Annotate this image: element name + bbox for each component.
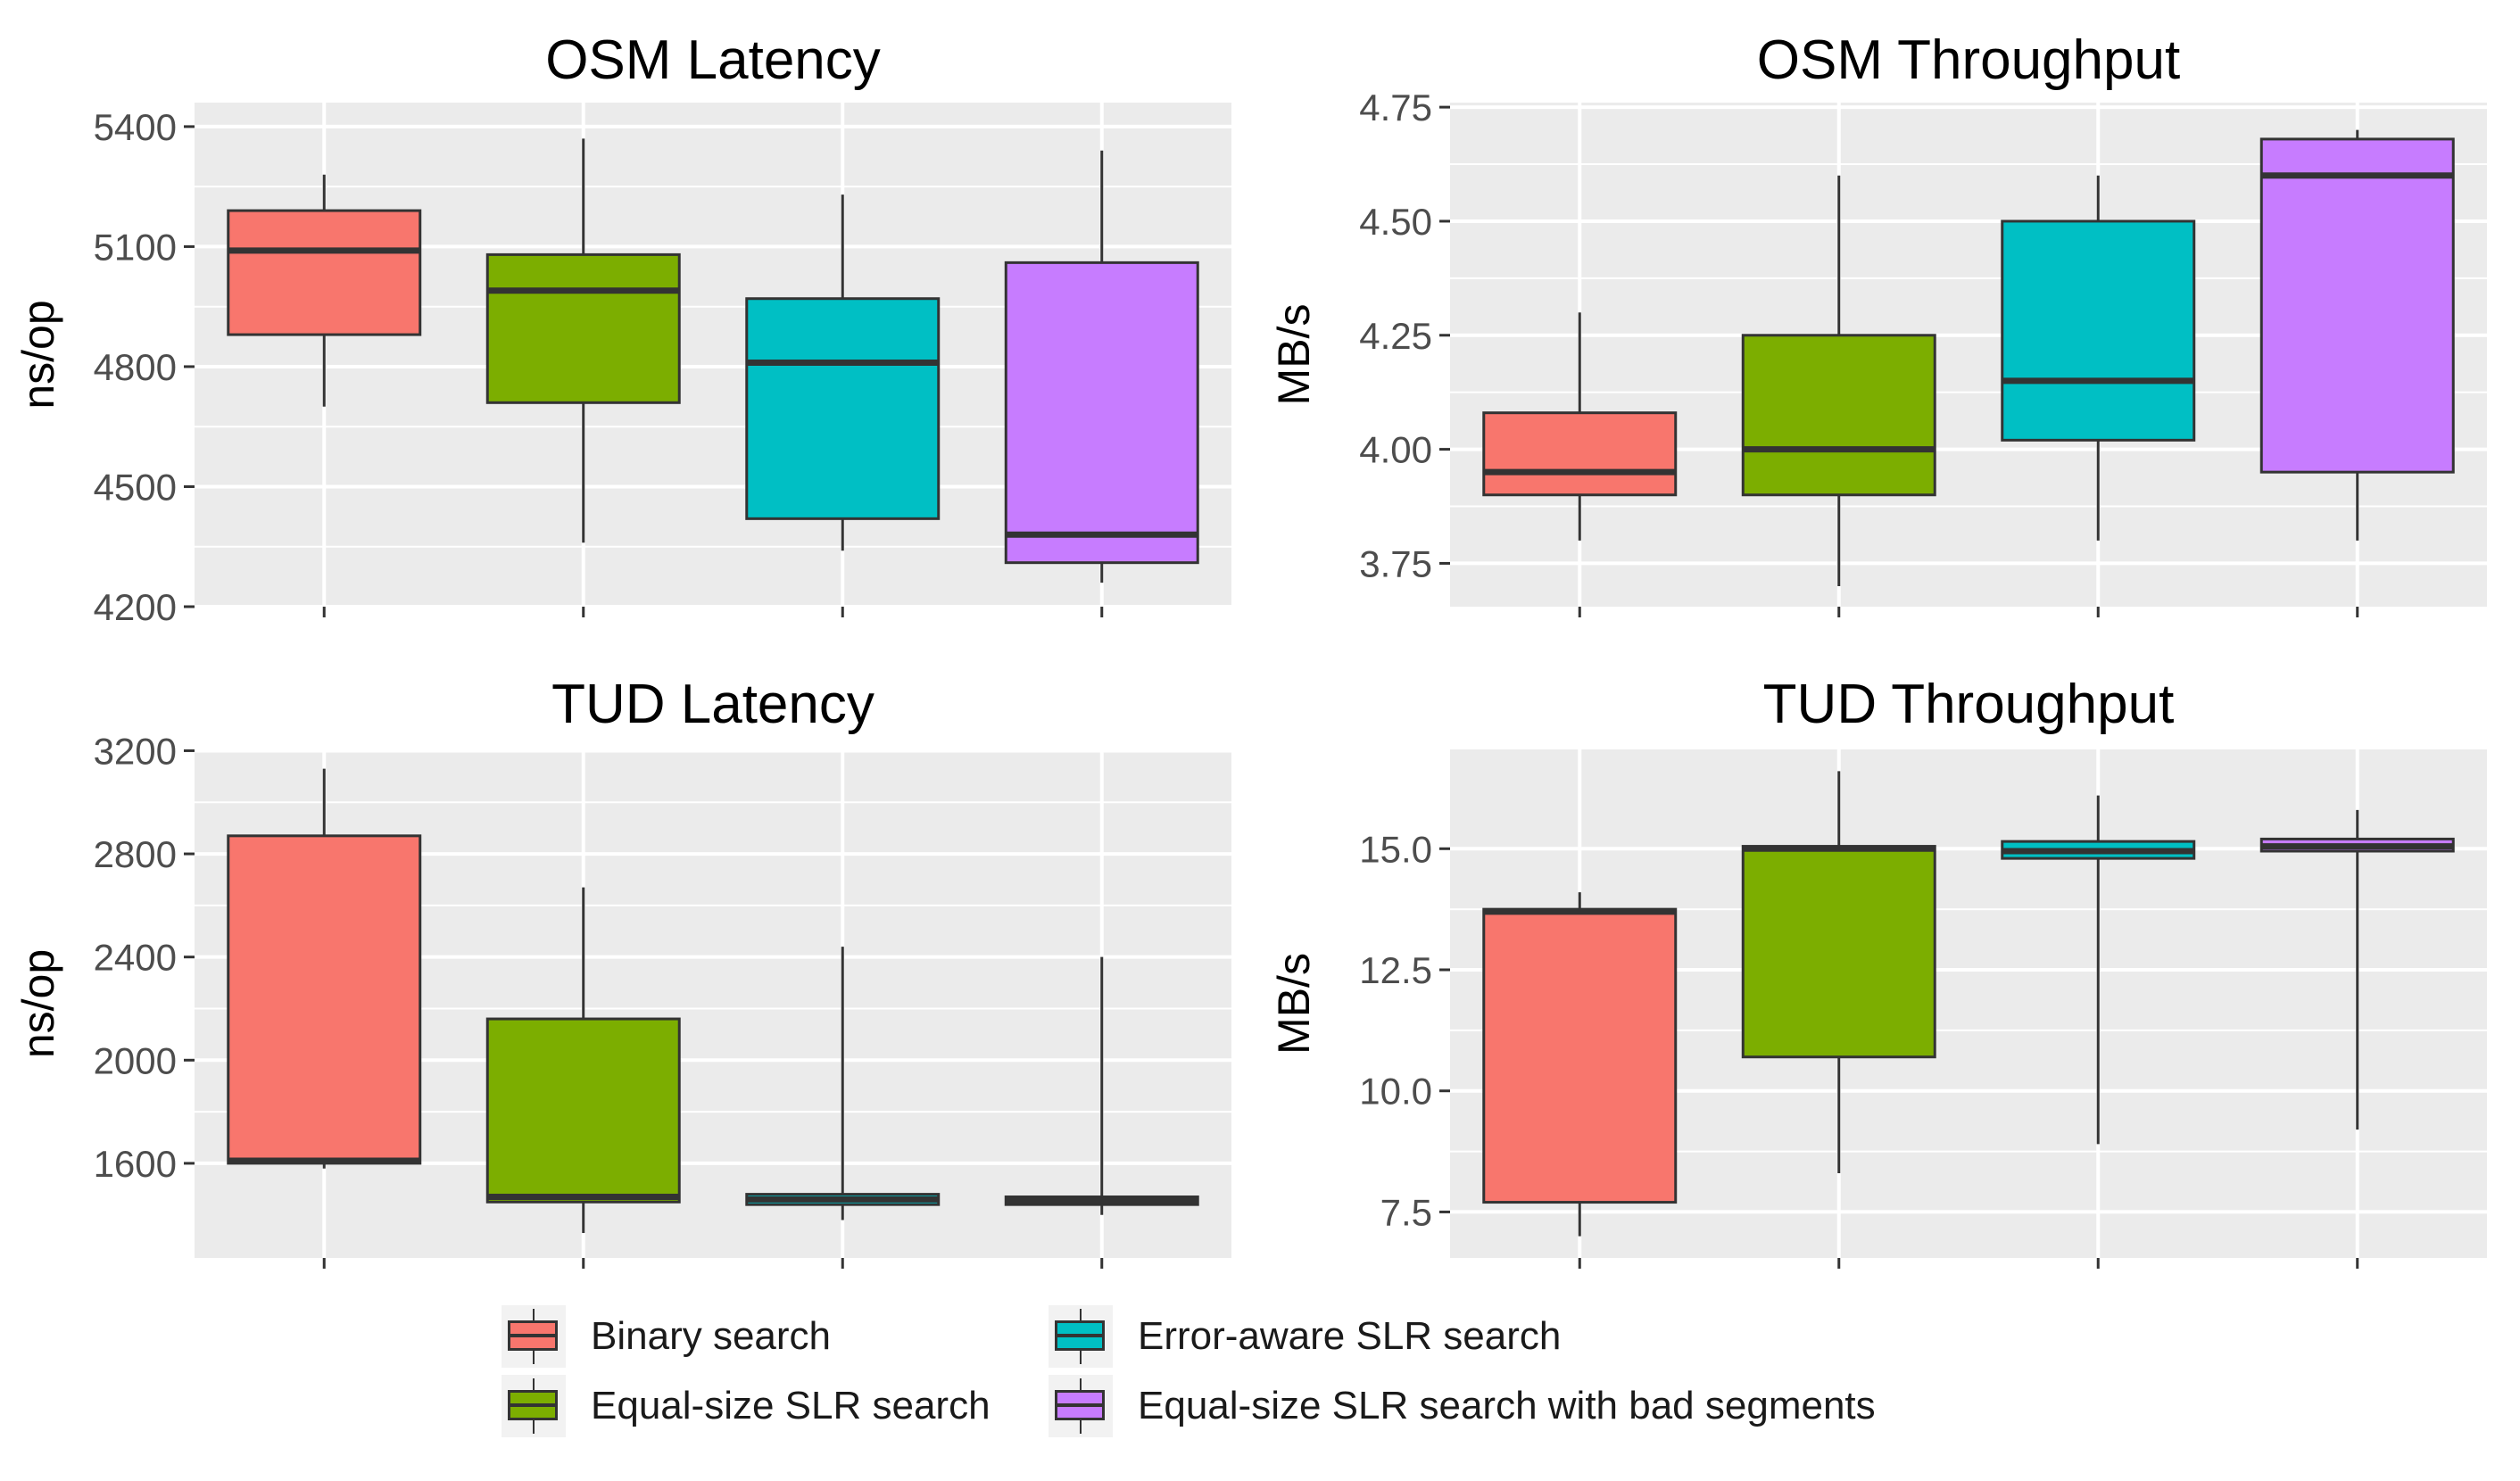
legend-item-bad-segments: Equal-size SLR search with bad segments xyxy=(1049,1375,1876,1437)
legend: Binary search Equal-size SLR search Erro… xyxy=(482,1298,2088,1450)
y-axis-label: MB/s xyxy=(1269,953,1319,1055)
panel-title: OSM Latency xyxy=(545,29,881,91)
iqr-box xyxy=(228,836,420,1163)
legend-label: Error-aware SLR search xyxy=(1138,1314,1561,1359)
y-tick-label: 2400 xyxy=(94,937,177,979)
iqr-box xyxy=(1743,847,1935,1057)
iqr-box xyxy=(747,299,939,519)
y-tick-label: 1600 xyxy=(94,1143,177,1185)
iqr-box xyxy=(1484,909,1676,1202)
legend-item-equal-size-slr: Equal-size SLR search xyxy=(502,1375,991,1437)
y-tick-label: 4500 xyxy=(94,466,177,508)
panel-tud-throughput: 7.5 10.0 12.5 15.0 TUD Throughput MB/s xyxy=(1269,674,2487,1269)
iqr-box xyxy=(1743,335,1935,495)
iqr-box xyxy=(487,254,679,402)
iqr-box xyxy=(1006,262,1198,562)
figure: 4200 4500 4800 5100 5400 OSM Latency ns/op 3.75… xyxy=(0,0,2520,1481)
y-tick-label: 4.25 xyxy=(1359,315,1432,357)
panel-tud-latency: 1600 2000 2400 2800 3200 TUD Latency ns/op xyxy=(13,674,1231,1269)
y-axis-label: MB/s xyxy=(1269,304,1319,406)
panel-title: TUD Throughput xyxy=(1763,674,2175,735)
y-tick-label: 2000 xyxy=(94,1039,177,1081)
y-tick-label: 3200 xyxy=(94,730,177,772)
y-tick-label: 12.5 xyxy=(1359,949,1432,991)
legend-label: Equal-size SLR search xyxy=(591,1384,991,1428)
panel-title: TUD Latency xyxy=(551,674,875,735)
y-tick-label: 5400 xyxy=(94,106,177,148)
legend-key-bad-segments xyxy=(1049,1375,1113,1437)
y-tick-label: 4.50 xyxy=(1359,201,1432,243)
legend-label: Binary search xyxy=(591,1314,831,1359)
y-tick-label: 4800 xyxy=(94,346,177,388)
y-tick-label: 2800 xyxy=(94,833,177,875)
y-tick-label: 4.75 xyxy=(1359,87,1432,128)
legend-key-equal-size-slr xyxy=(502,1375,566,1437)
iqr-box xyxy=(487,1019,679,1202)
iqr-box xyxy=(1484,413,1676,495)
legend-key-error-aware-slr xyxy=(1049,1305,1113,1368)
y-tick-label: 4200 xyxy=(94,586,177,628)
legend-label: Equal-size SLR search with bad segments xyxy=(1138,1384,1876,1428)
y-tick-label: 5100 xyxy=(94,226,177,268)
y-tick-label: 15.0 xyxy=(1359,828,1432,870)
legend-item-binary-search: Binary search xyxy=(502,1305,831,1368)
y-tick-label: 4.00 xyxy=(1359,429,1432,471)
y-tick-label: 7.5 xyxy=(1380,1191,1432,1233)
panel-osm-latency: 4200 4500 4800 5100 5400 OSM Latency ns/op xyxy=(13,29,1231,628)
y-tick-label: 10.0 xyxy=(1359,1071,1432,1113)
iqr-box xyxy=(2261,139,2453,472)
iqr-box xyxy=(228,211,420,335)
legend-item-error-aware-slr: Error-aware SLR search xyxy=(1049,1305,1561,1368)
y-axis-label: ns/op xyxy=(13,949,63,1058)
panel-osm-throughput: 3.75 4.00 4.25 4.50 4.75 OSM Throughput MB/s xyxy=(1269,29,2487,617)
box-binary-search xyxy=(1484,892,1676,1236)
iqr-box xyxy=(2002,221,2194,440)
panel-title: OSM Throughput xyxy=(1757,29,2180,91)
y-tick-label: 3.75 xyxy=(1359,542,1432,584)
legend-key-binary-search xyxy=(502,1305,566,1368)
y-axis-label: ns/op xyxy=(13,300,63,409)
